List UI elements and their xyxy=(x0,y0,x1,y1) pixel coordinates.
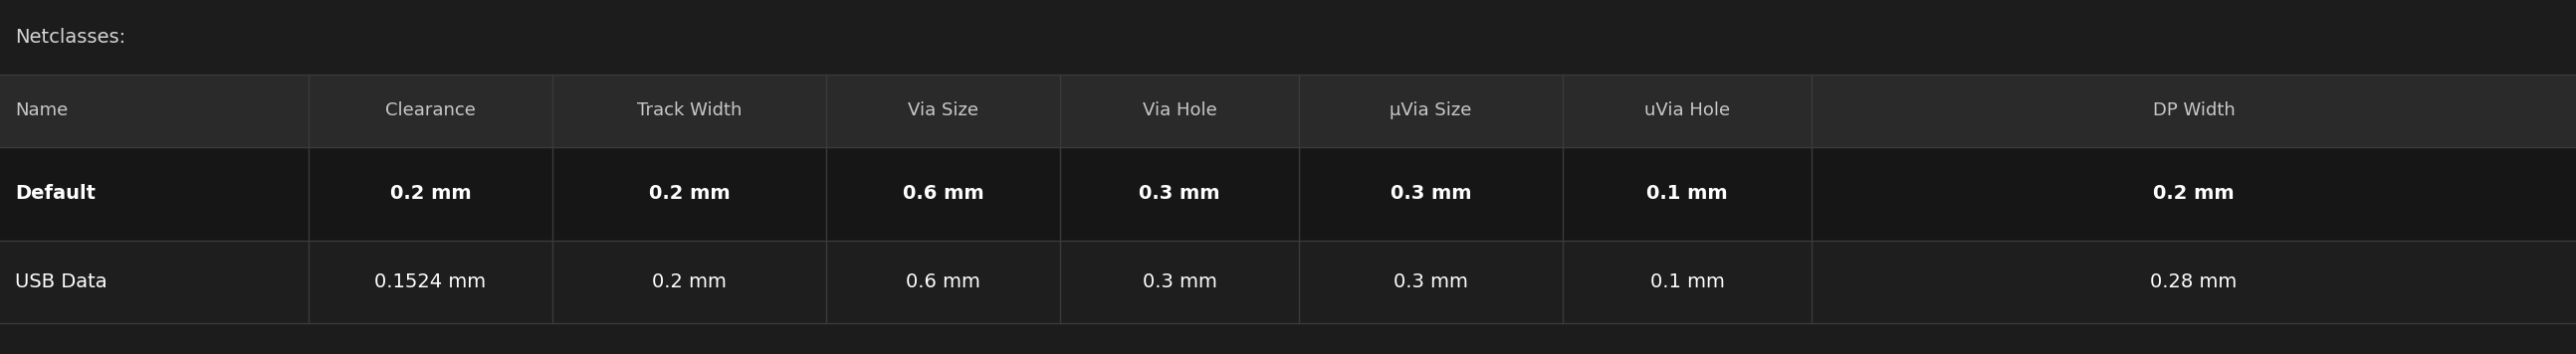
Text: Via Size: Via Size xyxy=(907,102,979,120)
Text: Clearance: Clearance xyxy=(386,102,477,120)
Text: 0.2 mm: 0.2 mm xyxy=(652,273,726,291)
Text: Via Hole: Via Hole xyxy=(1141,102,1216,120)
Text: 0.28 mm: 0.28 mm xyxy=(2151,273,2236,291)
Text: Name: Name xyxy=(15,102,67,120)
Bar xyxy=(0,241,2576,323)
Text: 0.2 mm: 0.2 mm xyxy=(649,184,729,203)
Text: 0.1 mm: 0.1 mm xyxy=(1646,184,1728,203)
Text: uVia Hole: uVia Hole xyxy=(1643,102,1731,120)
Bar xyxy=(0,147,2576,241)
Text: 0.1524 mm: 0.1524 mm xyxy=(374,273,487,291)
Text: 0.3 mm: 0.3 mm xyxy=(1394,273,1468,291)
Text: 0.3 mm: 0.3 mm xyxy=(1139,184,1221,203)
Text: Netclasses:: Netclasses: xyxy=(15,28,126,47)
Text: USB Data: USB Data xyxy=(15,273,108,291)
Text: 0.1 mm: 0.1 mm xyxy=(1649,273,1723,291)
Text: 0.6 mm: 0.6 mm xyxy=(907,273,981,291)
Text: 0.2 mm: 0.2 mm xyxy=(2154,184,2233,203)
Text: 0.2 mm: 0.2 mm xyxy=(389,184,471,203)
Text: DP Width: DP Width xyxy=(2154,102,2236,120)
Bar xyxy=(0,75,2576,147)
Text: 0.6 mm: 0.6 mm xyxy=(902,184,984,203)
Text: Track Width: Track Width xyxy=(636,102,742,120)
Text: Default: Default xyxy=(15,184,95,203)
Text: μVia Size: μVia Size xyxy=(1391,102,1471,120)
Bar xyxy=(0,0,2576,75)
Bar xyxy=(0,323,2576,354)
Text: 0.3 mm: 0.3 mm xyxy=(1141,273,1216,291)
Text: 0.3 mm: 0.3 mm xyxy=(1391,184,1471,203)
